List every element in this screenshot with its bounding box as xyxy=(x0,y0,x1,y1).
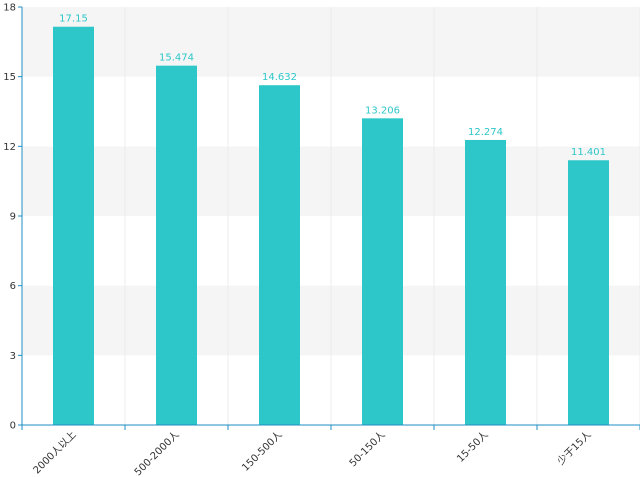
x-tick-labels: 2000人以上 500-2000人 150-500人 50-150人 15-50人 少于1… xyxy=(31,429,594,477)
y-tick-labels: 0 3 6 9 12 15 18 xyxy=(3,3,16,432)
data-label: 17.15 xyxy=(59,14,88,25)
data-labels: 17.15 15.474 14.632 13.206 12.274 11.401 xyxy=(59,14,606,159)
bar[interactable] xyxy=(156,65,197,425)
y-tick-label: 3 xyxy=(10,351,16,362)
bar[interactable] xyxy=(259,85,300,425)
grid-bands xyxy=(21,7,640,425)
y-tick-label: 12 xyxy=(3,142,16,153)
data-label: 13.206 xyxy=(365,105,400,116)
data-label: 14.632 xyxy=(262,72,297,83)
y-tick-label: 0 xyxy=(10,421,16,432)
y-tick-label: 15 xyxy=(3,72,16,83)
x-tick-label: 150-500人 xyxy=(240,429,285,474)
data-label: 12.274 xyxy=(468,127,503,138)
data-label: 15.474 xyxy=(159,53,194,64)
y-tick-label: 9 xyxy=(10,212,16,223)
bar[interactable] xyxy=(568,160,609,425)
bar[interactable] xyxy=(362,118,403,425)
bar[interactable] xyxy=(53,26,94,425)
y-tick-label: 6 xyxy=(10,281,16,292)
x-tick-label: 500-2000人 xyxy=(132,429,182,477)
x-tick-label: 少于15人 xyxy=(555,429,594,468)
bar[interactable] xyxy=(465,139,506,425)
data-label: 11.401 xyxy=(571,147,606,158)
axes xyxy=(18,6,640,430)
x-tick-label: 15-50人 xyxy=(455,429,491,465)
bars xyxy=(53,26,609,425)
x-tick-label: 50-150人 xyxy=(347,429,388,470)
y-tick-label: 18 xyxy=(3,3,16,14)
x-tick-label: 2000人以上 xyxy=(31,429,79,477)
